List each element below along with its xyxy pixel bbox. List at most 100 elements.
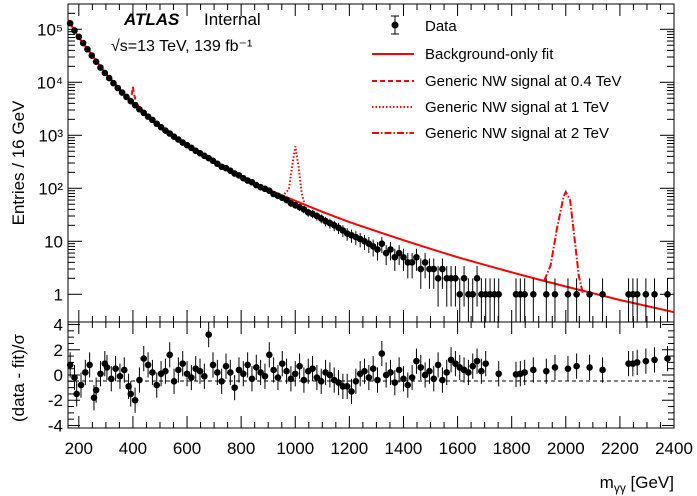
residual-point: [131, 396, 139, 404]
data-point: [495, 290, 502, 298]
data-point: [664, 290, 671, 298]
residual-point: [300, 376, 308, 384]
residual-point: [231, 384, 238, 391]
data-point: [105, 74, 113, 82]
residual-point: [317, 378, 325, 385]
residual-point: [240, 370, 247, 378]
y-tick-label: 0: [54, 366, 63, 385]
residual-point: [309, 365, 316, 372]
signal-curves: [125, 86, 585, 295]
data-point: [400, 253, 407, 261]
legend-data-marker: [391, 21, 399, 29]
data-point: [92, 58, 100, 65]
residual-point: [642, 357, 650, 365]
data-point: [374, 246, 381, 253]
residual-point: [82, 369, 89, 376]
data-point: [114, 84, 122, 92]
residual-point: [365, 374, 373, 381]
residual-point: [188, 374, 195, 381]
legend-sig1-label: Generic NW signal at 1 TeV: [425, 99, 609, 116]
residual-point: [374, 376, 381, 384]
data-point: [88, 52, 96, 59]
x-tick-label: 600: [173, 439, 201, 458]
residual-point: [335, 379, 342, 386]
data-point: [543, 290, 550, 298]
data-point: [118, 89, 126, 96]
residual-point: [252, 364, 260, 371]
legend-fit-label: Background-only fit: [425, 46, 554, 63]
residual-point: [73, 390, 80, 398]
x-tick-label: 2200: [601, 439, 639, 458]
atlas-label: ATLAS: [123, 10, 180, 29]
main-y-tick-labels: 1 10 10² 10³ 10⁴ 10⁵: [37, 20, 64, 304]
residual-point: [421, 371, 429, 379]
data-point: [439, 265, 446, 273]
main-panel: 1 10 10² 10³ 10⁴ 10⁵ ATLAS Internal √s=13 TeV…: [9, 3, 675, 323]
residual-point: [313, 374, 321, 381]
y-tick-label: 10: [44, 232, 63, 251]
residual-point: [447, 356, 455, 364]
residual-point: [530, 366, 537, 374]
y-tick-label: -4: [48, 416, 63, 435]
x-axis-label-main: m: [600, 473, 614, 492]
residual-point: [408, 374, 416, 381]
residual-point: [162, 367, 169, 375]
residual-point: [140, 355, 148, 362]
y-tick-label: 10⁴: [37, 73, 63, 92]
residual-point: [521, 369, 528, 376]
signal-line: [543, 189, 585, 295]
data-point: [71, 27, 78, 34]
residual-ticks: [68, 322, 675, 428]
residual-point: [127, 390, 135, 398]
residual-point: [170, 378, 178, 385]
x-tick-label: 800: [227, 439, 255, 458]
fit-curve: [67, 19, 675, 314]
x-tick-label: 200: [65, 439, 93, 458]
residual-point: [452, 360, 459, 367]
x-tick-label: 1200: [330, 439, 368, 458]
data-point: [586, 290, 593, 298]
data-point: [633, 290, 641, 298]
residual-point: [664, 355, 671, 362]
residual-point: [348, 388, 355, 395]
residual-point: [144, 361, 152, 369]
x-tick-label: 1000: [276, 439, 314, 458]
residual-point: [426, 367, 433, 375]
data-point: [101, 69, 109, 77]
residual-point: [395, 366, 403, 374]
residual-point: [116, 372, 124, 380]
data-point: [413, 253, 420, 261]
residual-point: [404, 381, 412, 389]
residual-point: [469, 362, 477, 370]
residual-point: [343, 383, 351, 390]
residual-point: [120, 366, 128, 374]
residual-point: [222, 362, 230, 370]
residual-point: [183, 370, 191, 378]
fit-line: [67, 19, 675, 314]
y-tick-label: 10⁵: [37, 20, 63, 39]
residual-point: [257, 369, 264, 376]
legend-data-label: Data: [425, 18, 457, 35]
residual-point: [278, 360, 286, 367]
residual-point: [478, 367, 485, 375]
residual-panel: -4 -2 0 2 4 200 400 600 800 1000 1200 1400 1600 1800…: [9, 316, 693, 495]
x-axis-label-sub: γγ: [614, 481, 626, 495]
data-point: [123, 93, 130, 101]
residual-point: [651, 356, 658, 364]
residual-point: [495, 370, 502, 378]
residual-point: [112, 365, 119, 372]
x-tick-label: 1800: [493, 439, 531, 458]
residual-point: [443, 369, 451, 376]
residual-point: [283, 367, 290, 375]
y-tick-label: 2: [54, 341, 63, 360]
data-point: [430, 265, 438, 273]
data-point: [66, 19, 74, 27]
residual-point: [391, 379, 399, 386]
residual-y-axis-label: (data - fit)/σ: [9, 334, 28, 422]
data-point: [564, 290, 572, 298]
y-tick-label: 10³: [38, 126, 63, 145]
residual-point: [551, 364, 559, 371]
residual-point: [66, 361, 74, 369]
residual-point: [564, 365, 572, 372]
